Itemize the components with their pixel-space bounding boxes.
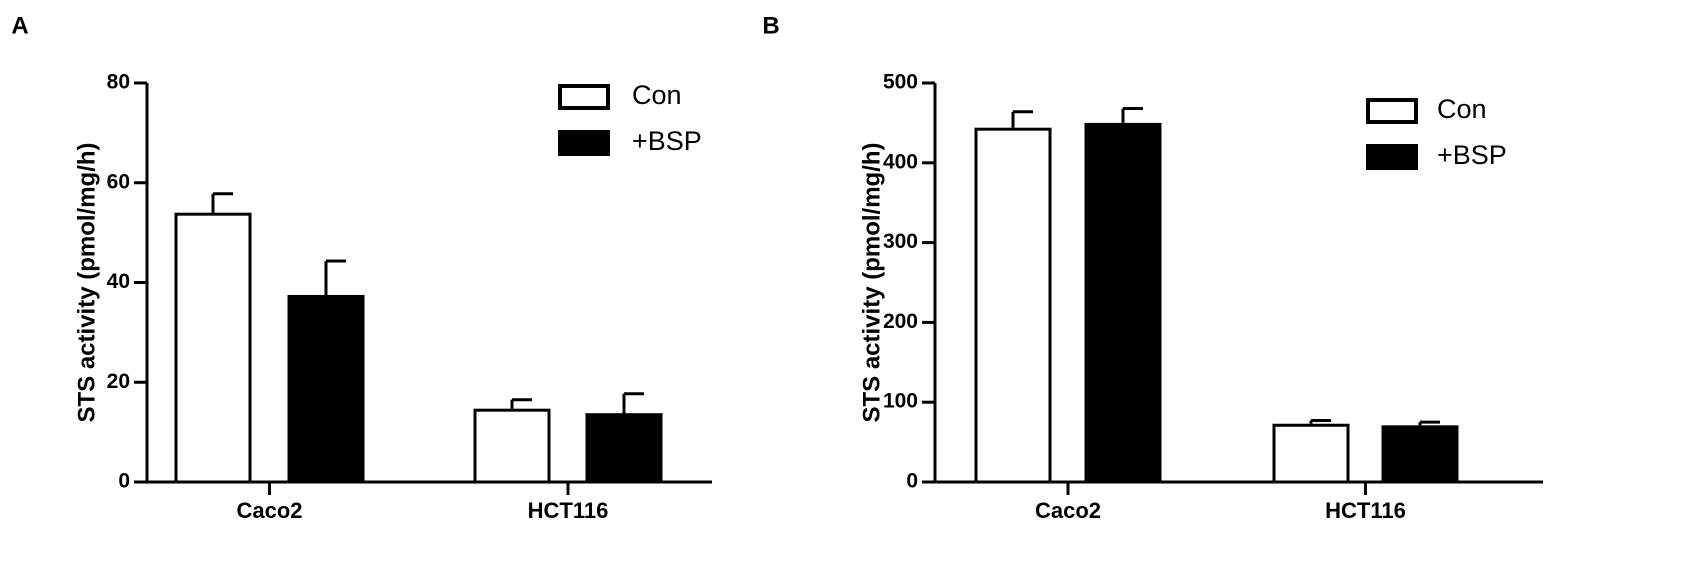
- legend-swatch: [1366, 98, 1418, 124]
- bar-con-hct116: [1272, 423, 1350, 484]
- panel-label: B: [762, 12, 779, 39]
- y-tick-label: 20: [107, 370, 130, 393]
- x-category-label: HCT116: [1325, 498, 1406, 523]
- bar-plus-bsp-hct116: [585, 413, 663, 484]
- legend-label: Con: [632, 80, 682, 110]
- y-tick-label: 500: [883, 71, 918, 94]
- x-category-label: HCT116: [528, 498, 609, 523]
- y-tick-label: 80: [107, 71, 130, 94]
- y-tick-label: 100: [883, 390, 918, 413]
- legend-label: +BSP: [632, 126, 702, 156]
- legend-swatch: [558, 130, 610, 156]
- y-tick-label: 0: [906, 470, 918, 493]
- chart-panel-a: A 0 20 40 60 80 STS activity (pmol/mg/h) Caco2 H…: [11, 12, 712, 523]
- x-category-label: Caco2: [236, 498, 302, 523]
- y-tick-label: 0: [118, 470, 130, 493]
- y-tick-label: 200: [883, 310, 918, 333]
- bar-plus-bsp-hct116: [1381, 425, 1459, 484]
- y-tick-label: 400: [883, 150, 918, 173]
- bar-con-caco2: [974, 127, 1052, 484]
- chart-panel-b: B 0 100 200 300 400 500 STS activity (pmol/mg/h…: [762, 12, 1543, 523]
- y-tick-label: 300: [883, 230, 918, 253]
- y-axis-title: STS activity (pmol/mg/h): [73, 142, 100, 422]
- legend-swatch: [1366, 144, 1418, 170]
- legend-label: +BSP: [1437, 140, 1507, 170]
- x-category-label: Caco2: [1035, 498, 1101, 523]
- y-axis-title: STS activity (pmol/mg/h): [858, 142, 885, 422]
- panel-label: A: [11, 12, 28, 39]
- bar-plus-bsp-caco2: [287, 294, 365, 484]
- legend-swatch: [558, 84, 610, 110]
- bar-con-hct116: [473, 408, 551, 484]
- bar-con-caco2: [174, 212, 252, 484]
- y-tick-label: 40: [107, 270, 130, 293]
- bar-plus-bsp-caco2: [1084, 122, 1162, 484]
- y-tick-label: 60: [107, 170, 130, 193]
- legend-label: Con: [1437, 94, 1487, 124]
